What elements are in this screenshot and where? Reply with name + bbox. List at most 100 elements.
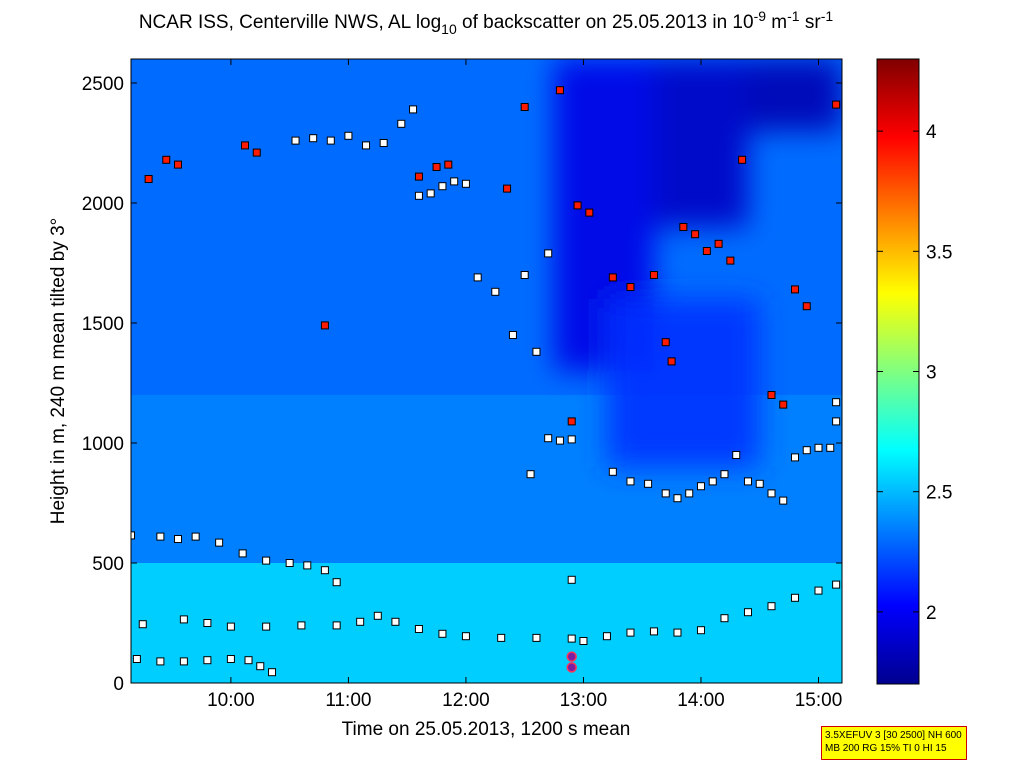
colorbar-tick-label: 2 bbox=[926, 603, 937, 624]
layer-6-marker bbox=[544, 434, 553, 443]
layer-2-marker bbox=[790, 593, 799, 602]
layer-2-marker bbox=[332, 621, 341, 630]
info-line-2: MB 200 RG 15% TI 0 HI 15 bbox=[825, 743, 947, 754]
layer-4-marker bbox=[779, 496, 788, 505]
isolated-white-marker bbox=[832, 398, 841, 407]
layer-1-marker bbox=[226, 655, 235, 663]
layer-2-marker bbox=[626, 628, 635, 637]
layer-7-marker bbox=[326, 136, 335, 145]
x-tick-label: 10:00 bbox=[207, 690, 255, 711]
cloud-edges-red-marker bbox=[320, 321, 329, 330]
colorbar-gradient bbox=[876, 58, 920, 685]
plot-area: 10:00 11:00 12:00 13:00 14:00 15:00 0 500 1000 1… bbox=[82, 58, 843, 711]
cloud-edges-red-marker bbox=[414, 172, 423, 181]
chart-title: NCAR ISS, Centerville NWS, AL log10 of b… bbox=[139, 8, 834, 37]
cloud-edges-red-marker bbox=[432, 163, 441, 171]
cloud-edges-red-marker bbox=[626, 283, 635, 291]
layer-2-marker bbox=[673, 628, 682, 637]
layer-7-marker bbox=[362, 141, 371, 150]
layer-2-marker bbox=[203, 619, 212, 627]
layer-2-marker bbox=[438, 629, 447, 638]
layer-2-marker bbox=[743, 608, 752, 617]
layer-7-marker bbox=[344, 131, 353, 140]
x-tick-label: 13:00 bbox=[560, 690, 608, 711]
title-sup3: -1 bbox=[821, 8, 834, 24]
layer-8-marker bbox=[438, 182, 447, 191]
layer-5-marker bbox=[802, 446, 811, 455]
y-tick-label: 1000 bbox=[82, 434, 124, 455]
layer-2-marker bbox=[814, 586, 823, 595]
layer-8-marker bbox=[426, 189, 435, 198]
layer-2-marker bbox=[497, 633, 506, 642]
layer-1-marker bbox=[132, 655, 141, 663]
title-mid: of backscatter on 25.05.2013 in 10 bbox=[457, 12, 754, 33]
layer-7-marker bbox=[379, 139, 388, 147]
layer-4-marker bbox=[732, 451, 741, 459]
y-tick-label: 500 bbox=[92, 554, 124, 575]
y-tick-label: 2500 bbox=[82, 74, 124, 95]
layer-3-marker bbox=[285, 559, 294, 567]
layer-4-marker bbox=[708, 477, 717, 486]
layer-1-marker bbox=[179, 657, 188, 666]
isolated-white-marker bbox=[138, 620, 147, 629]
cloud-edges-red-marker bbox=[679, 223, 688, 231]
cloud-edges-red-marker bbox=[779, 400, 788, 409]
layer-2-marker bbox=[356, 617, 365, 626]
layer-7-marker bbox=[409, 105, 418, 114]
layer-1-marker bbox=[256, 662, 265, 671]
layer-1-marker bbox=[203, 656, 212, 665]
layer-2-marker bbox=[649, 627, 658, 636]
layer-2-marker bbox=[414, 625, 423, 633]
layer-2-marker bbox=[696, 626, 705, 635]
x-axis-ticks: 10:00 11:00 12:00 13:00 14:00 15:00 bbox=[207, 59, 842, 711]
colorbar-tick-label: 4 bbox=[926, 122, 937, 143]
layer-2-marker bbox=[297, 621, 306, 630]
isolated-white-marker bbox=[567, 575, 576, 584]
layer-2-marker bbox=[262, 622, 271, 631]
layer-2-marker bbox=[532, 633, 541, 642]
layer-5-marker bbox=[814, 443, 823, 452]
y-axis-ticks: 0 500 1000 1500 2000 2500 bbox=[82, 74, 842, 695]
layer-4-marker bbox=[673, 494, 682, 503]
info-line-1: 3.5XEFUV 3 [30 2500] NH 600 bbox=[825, 730, 962, 741]
cloud-edges-red-marker bbox=[832, 100, 841, 109]
title-sub: 10 bbox=[441, 21, 457, 37]
cloud-edges-red-marker bbox=[661, 338, 670, 347]
cloud-edges-red-marker bbox=[444, 160, 453, 169]
layer-2-marker bbox=[461, 632, 470, 641]
layer-4-marker bbox=[720, 470, 729, 479]
layer-8-marker bbox=[414, 191, 423, 200]
colorbar-tick-label: 2.5 bbox=[926, 483, 952, 504]
title-sup2: -1 bbox=[787, 8, 800, 24]
cloud-edges-red-marker bbox=[162, 155, 171, 164]
cloud-edges-red-marker bbox=[240, 141, 249, 150]
isolated-white-marker bbox=[520, 271, 529, 279]
layer-3-marker bbox=[191, 532, 200, 541]
layer-2-marker bbox=[720, 614, 729, 623]
colorbar-ticks: 2 2.5 3 3.5 4 bbox=[877, 122, 952, 624]
cloud-edges-red-marker bbox=[667, 357, 676, 366]
layer-1-marker bbox=[268, 668, 277, 677]
layer-5-marker bbox=[790, 453, 799, 462]
layer-8-marker bbox=[461, 179, 470, 188]
title-mid3: sr bbox=[800, 12, 822, 33]
layer-3-marker bbox=[262, 556, 271, 565]
layer-4-marker bbox=[661, 489, 670, 498]
layer-7-marker bbox=[309, 134, 318, 143]
background-band bbox=[131, 563, 842, 683]
layer-3-marker bbox=[174, 535, 183, 543]
layer-3-marker bbox=[156, 532, 165, 541]
cloud-edges-red-marker bbox=[649, 271, 658, 279]
isolated-white-marker bbox=[526, 470, 535, 479]
low-backscatter-region bbox=[747, 59, 842, 131]
processing-info-box: 3.5XEFUV 3 [30 2500] NH 600 MB 200 RG 15… bbox=[821, 726, 967, 760]
cloud-edges-red-marker bbox=[726, 256, 735, 265]
cloud-edges-red-marker bbox=[738, 155, 747, 164]
cloud-edges-red-marker bbox=[702, 247, 711, 255]
layer-4-marker bbox=[626, 477, 635, 486]
layer-7-marker bbox=[397, 119, 406, 128]
layer-2-marker bbox=[602, 632, 611, 641]
isolated-white-marker bbox=[491, 287, 500, 296]
layer-4-marker bbox=[685, 489, 694, 498]
